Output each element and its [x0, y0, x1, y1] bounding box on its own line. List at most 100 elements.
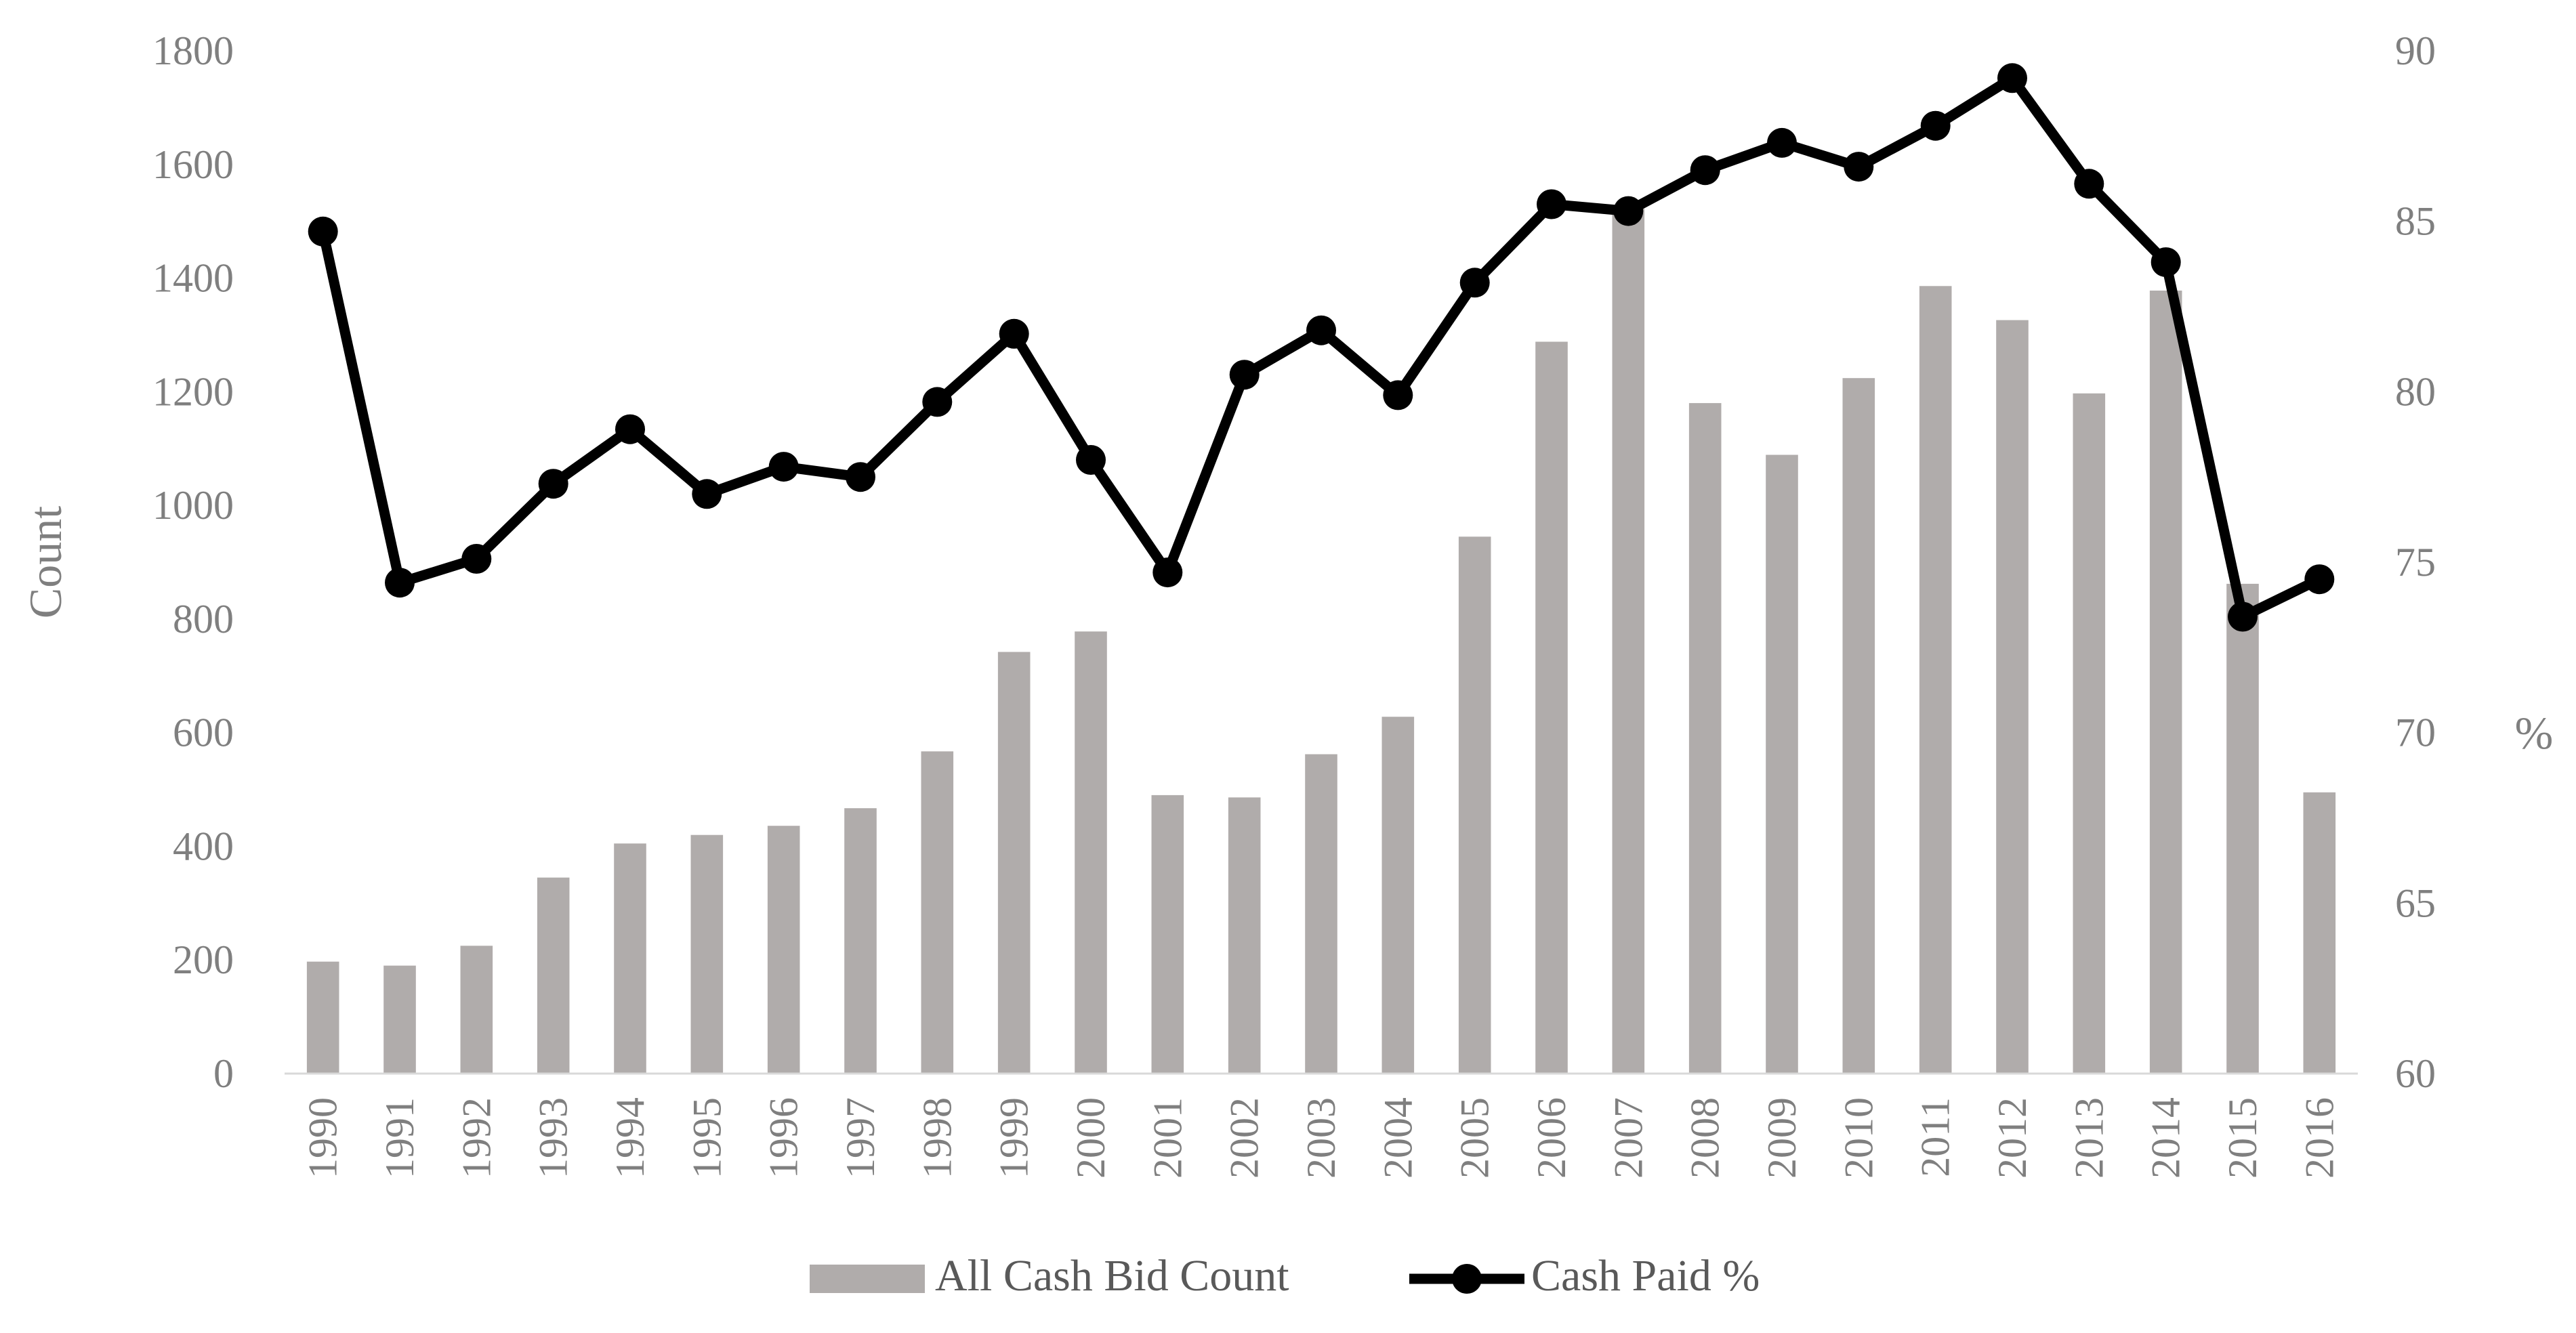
bars-layer: [306, 209, 2336, 1074]
bar-2010: [1842, 378, 1875, 1074]
bar-1994: [614, 843, 646, 1074]
x-tick-label: 2003: [1299, 1097, 1344, 1179]
point-1991: [385, 568, 415, 598]
point-2016: [2304, 564, 2335, 595]
point-2006: [1537, 189, 1566, 219]
y2-tick-label: 80: [2395, 369, 2436, 414]
x-tick-label: 1992: [454, 1097, 499, 1179]
point-2004: [1383, 380, 1413, 410]
bar-1998: [921, 751, 954, 1074]
x-tick-label: 2016: [2297, 1097, 2342, 1179]
bar-2002: [1228, 797, 1261, 1074]
x-tick-label: 2005: [1453, 1097, 1497, 1179]
point-2010: [1844, 152, 1874, 182]
bar-1995: [690, 834, 724, 1074]
point-1990: [308, 216, 338, 247]
point-2011: [1920, 110, 1951, 141]
y-tick-label: 1800: [152, 28, 234, 73]
y2-tick-label: 60: [2395, 1051, 2436, 1096]
point-2008: [1690, 155, 1720, 186]
x-tick-label: 2014: [2144, 1097, 2188, 1179]
y-tick-label: 400: [173, 824, 234, 868]
bar-2015: [2226, 583, 2259, 1074]
point-1997: [846, 462, 875, 492]
x-tick-label: 1991: [377, 1097, 422, 1179]
x-tick-label: 1990: [301, 1097, 346, 1179]
x-tick-label: 1994: [608, 1097, 652, 1179]
point-1995: [692, 479, 722, 509]
point-2002: [1229, 360, 1260, 390]
x-tick-label: 2015: [2220, 1097, 2265, 1179]
x-tick-label: 2002: [1222, 1097, 1267, 1179]
legend-label-line: Cash Paid %: [1531, 1251, 1760, 1300]
point-2013: [2074, 169, 2104, 199]
x-tick-label: 2007: [1606, 1097, 1650, 1179]
y-tick-label: 1600: [152, 142, 234, 187]
bar-2012: [1996, 320, 2029, 1074]
x-tick-label: 2006: [1529, 1097, 1574, 1179]
point-1992: [461, 544, 492, 574]
point-2000: [1076, 445, 1106, 475]
point-2014: [2151, 247, 2181, 278]
point-1993: [538, 469, 568, 499]
bar-2011: [1919, 286, 1952, 1074]
legend-marker: [1452, 1264, 1482, 1294]
bar-2009: [1766, 454, 1798, 1074]
point-2005: [1459, 268, 1490, 298]
y2-tick-label: 90: [2395, 28, 2436, 73]
bar-2014: [2149, 291, 2182, 1074]
y2-tick-label: 65: [2395, 881, 2436, 925]
line-layer: [308, 63, 2335, 632]
legend: All Cash Bid Count Cash Paid %: [810, 1251, 1760, 1300]
y-axis-title: Count: [20, 506, 71, 618]
y-tick-label: 1400: [152, 256, 234, 301]
y-tick-label: 1200: [152, 369, 234, 414]
x-tick-label: 2010: [1836, 1097, 1881, 1179]
bar-2003: [1305, 754, 1337, 1074]
bar-1991: [383, 965, 416, 1074]
labels-layer: 0 200 400 600 800 1000 1200 1400 1600 1800 60 65 70 7…: [20, 28, 2553, 1179]
x-tick-label: 2011: [1913, 1097, 1958, 1177]
y-tick-label: 0: [213, 1051, 234, 1096]
x-tick-label: 1995: [684, 1097, 729, 1179]
point-2007: [1613, 196, 1644, 226]
bar-2000: [1075, 631, 1107, 1074]
x-tick-label: 2004: [1375, 1097, 1420, 1179]
x-tick-label: 2012: [1990, 1097, 2035, 1179]
bar-2007: [1612, 209, 1645, 1074]
y-tick-label: 200: [173, 937, 234, 982]
point-2015: [2228, 601, 2258, 632]
bar-1996: [767, 826, 800, 1074]
x-tick-label: 1997: [838, 1097, 883, 1179]
point-1996: [768, 452, 799, 482]
point-2001: [1152, 557, 1183, 588]
y2-tick-label: 85: [2395, 199, 2436, 244]
bar-1993: [537, 877, 570, 1074]
point-2009: [1767, 127, 1797, 158]
y2-tick-label: 70: [2395, 711, 2436, 755]
x-tick-label: 2009: [1760, 1097, 1804, 1179]
x-tick-label: 2001: [1145, 1097, 1190, 1179]
x-tick-label: 1998: [915, 1097, 959, 1179]
bar-2004: [1382, 717, 1415, 1074]
x-tick-label: 1999: [992, 1097, 1037, 1179]
y-tick-label: 1000: [152, 483, 234, 528]
y2-axis-title: %: [2515, 707, 2554, 759]
bar-2013: [2073, 393, 2106, 1074]
x-tick-label: 1993: [531, 1097, 576, 1179]
x-tick-label: 2000: [1068, 1097, 1113, 1179]
bar-1999: [997, 652, 1031, 1074]
bar-2016: [2303, 792, 2336, 1074]
bar-2006: [1535, 341, 1568, 1074]
x-tick-label: 2008: [1683, 1097, 1728, 1179]
x-tick-label: 1996: [762, 1097, 806, 1179]
bar-2005: [1458, 536, 1491, 1074]
legend-label-bar: All Cash Bid Count: [935, 1251, 1289, 1300]
x-tick-label: 2013: [2066, 1097, 2111, 1179]
bar-1992: [460, 946, 493, 1074]
y-tick-label: 600: [173, 711, 234, 755]
bar-2008: [1688, 403, 1722, 1074]
point-1998: [922, 387, 953, 417]
